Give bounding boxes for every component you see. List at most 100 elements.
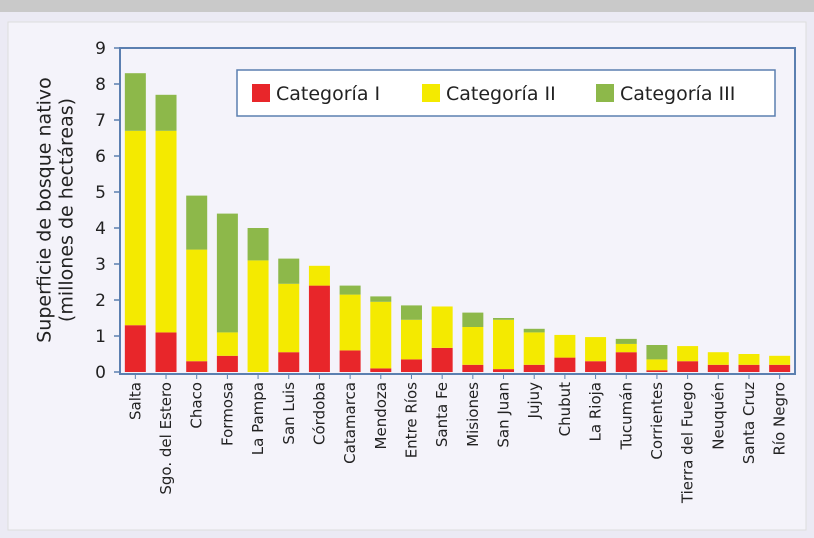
x-tick-label: Entre Ríos <box>402 382 420 458</box>
x-tick-label: San Juan <box>495 382 513 448</box>
bar-segment <box>677 346 699 362</box>
x-tick-label: Sgo. del Estero <box>157 382 175 495</box>
x-tick-label: Jujuy <box>525 382 543 420</box>
x-tick-label: Salta <box>126 382 144 420</box>
bar-segment <box>278 352 300 372</box>
bar-segment <box>339 294 361 351</box>
y-tick-label: 9 <box>95 39 106 59</box>
bar-segment <box>769 364 791 372</box>
y-tick-label: 0 <box>95 363 106 383</box>
x-tick-label: Chubut <box>556 382 574 437</box>
bar-segment <box>216 213 238 333</box>
y-tick-label: 6 <box>95 147 106 167</box>
legend-label: Categoría I <box>276 83 380 105</box>
bar-segment <box>462 312 484 327</box>
bar-segment <box>308 285 330 372</box>
bar-segment <box>646 345 668 360</box>
x-tick-label: Corrientes <box>648 382 666 460</box>
y-tick-label: 4 <box>95 219 106 239</box>
legend-swatch <box>422 84 440 102</box>
bar-segment <box>155 332 177 372</box>
bar-segment <box>554 334 576 358</box>
bar-segment <box>554 357 576 372</box>
x-tick-label: La Pampa <box>249 382 267 455</box>
bar-segment <box>738 354 760 365</box>
bar-segment <box>400 305 422 320</box>
bar-segment <box>677 361 699 372</box>
bar-segment <box>615 352 637 372</box>
bar-segment <box>124 130 146 326</box>
y-axis-label: Superficie de bosque nativo(millones de … <box>34 77 78 343</box>
legend <box>236 69 776 117</box>
bar-segment <box>370 301 392 369</box>
bar-segment <box>523 364 545 372</box>
y-tick-label: 7 <box>95 111 106 131</box>
bar-segment <box>186 249 208 362</box>
legend-swatch <box>596 84 614 102</box>
bar-segment <box>186 361 208 372</box>
bar-segment <box>493 319 515 370</box>
bar-segment <box>585 337 607 362</box>
bar-segment <box>646 359 668 371</box>
bar-segment <box>278 283 300 353</box>
bar-segment <box>216 355 238 372</box>
x-tick-label: Catamarca <box>341 382 359 464</box>
legend-label: Categoría II <box>446 83 556 105</box>
x-tick-label: Santa Cruz <box>740 382 758 464</box>
x-tick-label: Formosa <box>218 382 236 446</box>
y-tick-label: 3 <box>95 255 106 275</box>
bar-segment <box>523 332 545 365</box>
bar-segment <box>462 327 484 365</box>
top-bar <box>0 0 814 12</box>
x-tick-label: Mendoza <box>372 382 390 449</box>
bar-segment <box>738 364 760 372</box>
y-tick-label: 1 <box>95 327 106 347</box>
x-tick-label: San Luis <box>280 382 298 445</box>
x-tick-label: La Rioja <box>587 382 605 441</box>
x-tick-label: Tucumán <box>617 382 635 450</box>
x-tick-label: Chaco <box>188 382 206 429</box>
bar-segment <box>462 364 484 372</box>
bar-segment <box>370 296 392 302</box>
bar-segment <box>124 73 146 131</box>
bar-segment <box>523 328 545 333</box>
bar-segment <box>247 260 269 372</box>
bar-segment <box>585 361 607 372</box>
x-tick-label: Río Negro <box>771 382 789 456</box>
bar-segment <box>339 350 361 372</box>
bar-segment <box>278 258 300 284</box>
bar-segment <box>431 306 453 348</box>
bar-segment <box>216 332 238 356</box>
bar-segment <box>155 130 177 333</box>
bar-segment <box>431 347 453 372</box>
bar-segment <box>186 195 208 250</box>
bar-segment <box>400 319 422 360</box>
legend-swatch <box>252 84 270 102</box>
bar-segment <box>370 368 392 372</box>
bar-segment <box>615 343 637 353</box>
bar-segment <box>493 369 515 372</box>
y-axis-label-text: Superficie de bosque nativo(millones de … <box>34 77 78 343</box>
bar-segment <box>308 265 330 286</box>
x-tick-label: Misiones <box>464 382 482 447</box>
bar-segment <box>124 325 146 372</box>
bar-segment <box>646 370 668 372</box>
bar-segment <box>769 355 791 365</box>
x-tick-label: Tierra del Fuego <box>679 382 697 504</box>
x-tick-label: Santa Fe <box>433 382 451 447</box>
bar-segment <box>707 364 729 372</box>
y-tick-label: 5 <box>95 183 106 203</box>
legend-label: Categoría III <box>620 83 735 105</box>
bar-segment <box>707 352 729 365</box>
bar-segment <box>247 228 269 261</box>
bar-segment <box>155 94 177 131</box>
bar-segment <box>615 338 637 344</box>
x-tick-label: Neuquén <box>709 382 727 450</box>
bar-segment <box>339 285 361 295</box>
y-tick-label: 2 <box>95 291 106 311</box>
x-tick-label: Córdoba <box>310 382 328 445</box>
bar-segment <box>400 359 422 372</box>
y-tick-label: 8 <box>95 75 106 95</box>
bar-segment <box>493 318 515 320</box>
